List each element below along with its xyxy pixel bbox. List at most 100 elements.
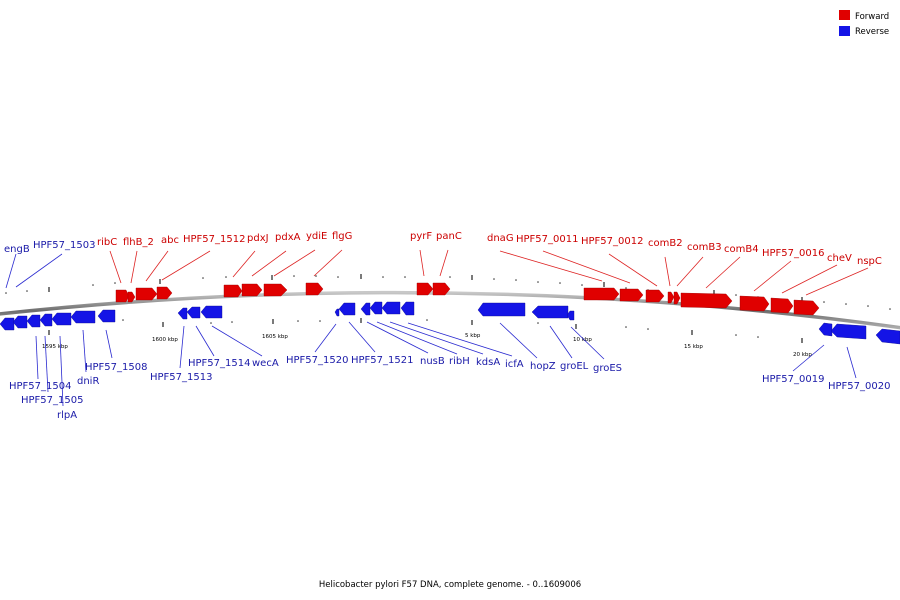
gene-arrow[interactable] [241, 283, 263, 297]
gene-label[interactable]: panC [436, 231, 462, 242]
gene-label[interactable]: ribH [449, 356, 470, 367]
gene-label[interactable]: HPF57_0012 [581, 236, 643, 247]
gene-arrow[interactable] [305, 282, 324, 296]
scale-label: 20 kbp [793, 352, 812, 358]
gene-arrow[interactable] [645, 289, 665, 303]
gene-label[interactable]: HPF57_1513 [150, 372, 212, 383]
gene-arrow[interactable] [583, 287, 620, 301]
gene-label[interactable]: HPF57_1505 [21, 395, 83, 406]
gene-label[interactable]: HPF57_0019 [762, 374, 824, 385]
gene-arrow[interactable] [369, 301, 383, 315]
gene-arrow[interactable] [338, 302, 356, 316]
gene-arrow[interactable] [223, 284, 243, 298]
scale-label: 1600 kbp [152, 337, 178, 343]
legend: Forward Reverse [839, 10, 889, 37]
gene-arrow[interactable] [135, 287, 158, 301]
gene-arrow[interactable] [186, 306, 201, 319]
gene-arrow[interactable] [263, 283, 288, 297]
gene-arrow[interactable] [477, 302, 526, 317]
gene-arrow[interactable] [97, 309, 116, 323]
gene-arrow[interactable] [770, 297, 794, 314]
gene-arrow[interactable] [26, 314, 41, 328]
gene-label[interactable]: dniR [77, 376, 99, 387]
gene-arrow[interactable] [818, 322, 833, 337]
gene-label[interactable]: HPF57_1503 [33, 240, 95, 251]
gene-label[interactable]: pdxJ [247, 233, 269, 244]
gene-label[interactable]: HPF57_1514 [188, 358, 250, 369]
scale-label: 1605 kbp [262, 334, 288, 340]
gene-arrow[interactable] [793, 299, 820, 316]
gene-arrow[interactable] [432, 282, 451, 296]
gene-label[interactable]: comB3 [687, 242, 722, 253]
gene-label[interactable]: groES [593, 363, 622, 374]
legend-reverse-label: Reverse [855, 27, 889, 37]
gene-label[interactable]: flhB_2 [123, 237, 154, 248]
gene-label[interactable]: ribC [97, 237, 117, 248]
gene-arrow[interactable] [127, 291, 136, 303]
gene-arrow[interactable] [400, 301, 415, 316]
gene-label[interactable]: comB2 [648, 238, 683, 249]
gene-label[interactable]: comB4 [724, 244, 759, 255]
gene-arrow[interactable] [156, 286, 173, 300]
gene-label[interactable]: kdsA [476, 357, 500, 368]
forward-leader-lines [109, 249, 869, 296]
gene-label[interactable]: HPF57_1521 [351, 355, 413, 366]
scale-label: 5 kbp [465, 333, 481, 339]
gene-label[interactable]: pdxA [275, 232, 301, 243]
gene-arrow[interactable] [70, 310, 96, 324]
gene-label[interactable]: HPF57_0020 [828, 381, 890, 392]
gene-arrow[interactable] [12, 315, 28, 329]
gene-label[interactable]: nspC [857, 256, 882, 267]
gene-arrow[interactable] [673, 291, 681, 305]
scale-ticks [5, 275, 891, 338]
gene-arrow[interactable] [115, 289, 130, 303]
gene-arrow[interactable] [531, 305, 569, 319]
reverse-leader-lines [5, 253, 857, 407]
gene-arrow[interactable] [566, 310, 575, 321]
gene-label[interactable]: engB [4, 244, 30, 255]
gene-arrow[interactable] [739, 295, 770, 312]
scale-labels: 1595 kbp 1600 kbp 1605 kbp 5 kbp 10 kbp … [42, 333, 812, 358]
gene-arrow[interactable] [177, 307, 188, 320]
gene-label[interactable]: abc [161, 235, 179, 246]
gene-label[interactable]: HPF57_1504 [9, 381, 71, 392]
gene-label[interactable]: rlpA [57, 410, 77, 421]
reverse-gene-arrows [0, 301, 900, 345]
gene-label[interactable]: HPF57_1508 [85, 362, 147, 373]
gene-arrow[interactable] [619, 288, 644, 302]
gene-label[interactable]: nusB [420, 356, 445, 367]
gene-arrow[interactable] [360, 302, 371, 316]
genome-backbone [0, 290, 900, 330]
gene-label[interactable]: HPF57_0011 [516, 234, 578, 245]
reverse-gene-labels: engB HPF57_1503 HPF57_1504 HPF57_1505 rl… [4, 240, 890, 421]
gene-label[interactable]: ydiE [306, 231, 327, 242]
gene-arrow[interactable] [667, 291, 675, 304]
gene-arrow[interactable] [334, 308, 340, 317]
gene-arrow[interactable] [875, 328, 900, 345]
gene-label[interactable]: dnaG [487, 233, 514, 244]
gene-label[interactable]: flgG [332, 231, 352, 242]
gene-arrow[interactable] [680, 292, 733, 309]
gene-arrow[interactable] [416, 282, 434, 296]
gene-label[interactable]: pyrF [410, 231, 432, 242]
forward-gene-arrows [115, 282, 820, 316]
gene-label[interactable]: wecA [252, 358, 279, 369]
legend-forward-label: Forward [855, 12, 889, 22]
gene-label[interactable]: cheV [827, 253, 852, 264]
scale-label: 10 kbp [573, 337, 592, 343]
gene-label[interactable]: HPF57_1512 [183, 234, 245, 245]
gene-arrow[interactable] [200, 305, 223, 319]
gene-label[interactable]: HPF57_1520 [286, 355, 348, 366]
gene-label[interactable]: hopZ [530, 361, 556, 372]
gene-arrow[interactable] [51, 312, 72, 326]
gene-label[interactable]: groEL [560, 361, 589, 372]
gene-arrow[interactable] [0, 317, 15, 331]
gene-label[interactable]: HPF57_0016 [762, 248, 824, 259]
gene-arrow[interactable] [39, 313, 53, 327]
gene-arrow[interactable] [830, 323, 867, 340]
gene-label[interactable]: icfA [505, 359, 524, 370]
legend-forward-swatch [839, 10, 850, 20]
gene-arrow[interactable] [381, 301, 401, 315]
genome-caption: Helicobacter pylori F57 DNA, complete ge… [319, 580, 581, 590]
